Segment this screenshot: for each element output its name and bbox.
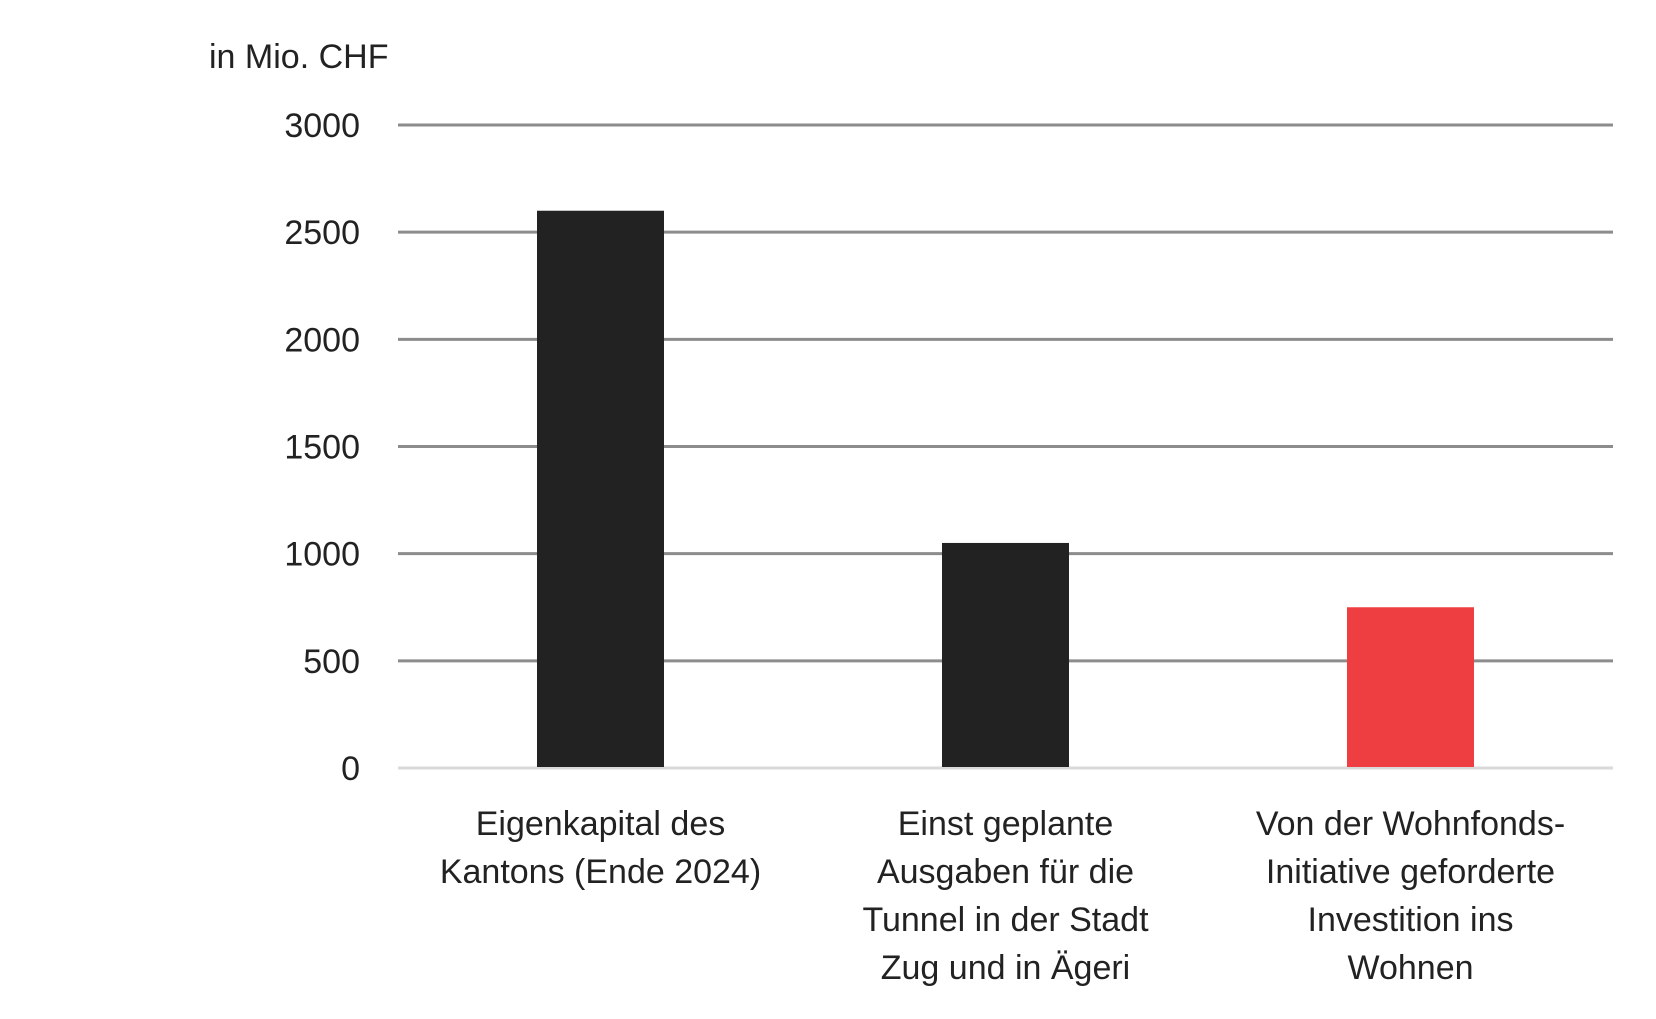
category-label-line: Von der Wohnfonds-	[1256, 805, 1565, 843]
bar	[537, 210, 664, 767]
category-label: Von der Wohnfonds- Initiative geforderte I…	[1256, 805, 1565, 987]
y-tick-label: 1500	[284, 429, 360, 467]
y-tick-label: 1000	[284, 536, 360, 574]
category-label-line: Kantons (Ende 2024)	[440, 853, 761, 891]
y-tick-label: 2000	[284, 321, 360, 359]
y-tick-label: 2500	[284, 214, 360, 252]
category-label-line: Initiative geforderte	[1266, 853, 1555, 891]
category-label-line: Zug und in Ägeri	[881, 949, 1131, 987]
y-tick-label: 3000	[284, 107, 360, 145]
bar	[1347, 607, 1474, 767]
y-tick-label: 0	[341, 750, 360, 788]
category-label-line: Ausgaben für die	[877, 853, 1134, 891]
category-label: Einst geplante Ausgaben für die Tunnel in …	[862, 805, 1149, 987]
category-label-line: Investition ins	[1308, 901, 1514, 939]
category-label: Eigenkapital des Kantons (Ende 2024)	[440, 805, 761, 891]
unit-label: in Mio. CHF	[209, 38, 388, 76]
category-label-line: Einst geplante	[898, 805, 1114, 843]
category-label-line: Eigenkapital des	[476, 805, 726, 843]
category-label-line: Tunnel in der Stadt	[862, 901, 1149, 939]
y-tick-label: 500	[303, 643, 360, 681]
category-label-line: Wohnen	[1347, 949, 1473, 987]
bar	[942, 542, 1069, 767]
